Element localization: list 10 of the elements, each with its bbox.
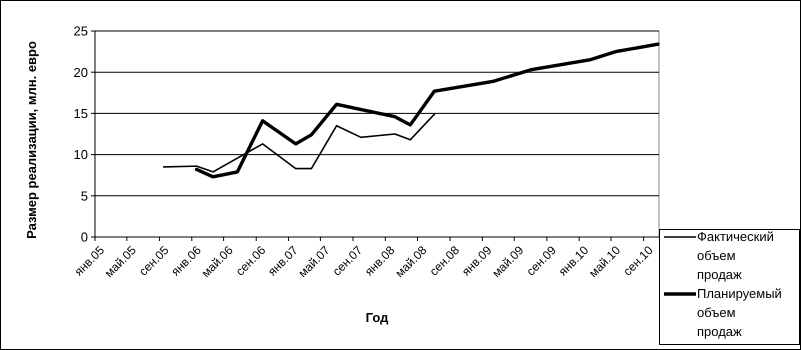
y-tick-label: 15 [74, 106, 88, 121]
legend-label: Планируемый объем продаж [697, 286, 782, 339]
y-tick-label: 25 [74, 24, 88, 39]
x-axis-title: Год [366, 310, 390, 325]
y-tick-label: 20 [74, 64, 88, 80]
y-tick-label: 5 [80, 188, 88, 204]
y-tick-label: 10 [74, 147, 88, 162]
y-tick-label: 0 [80, 230, 88, 245]
y-axis-title: Размер реализации, млн. евро [24, 41, 39, 239]
legend-label: Фактический объем продаж [697, 229, 774, 282]
